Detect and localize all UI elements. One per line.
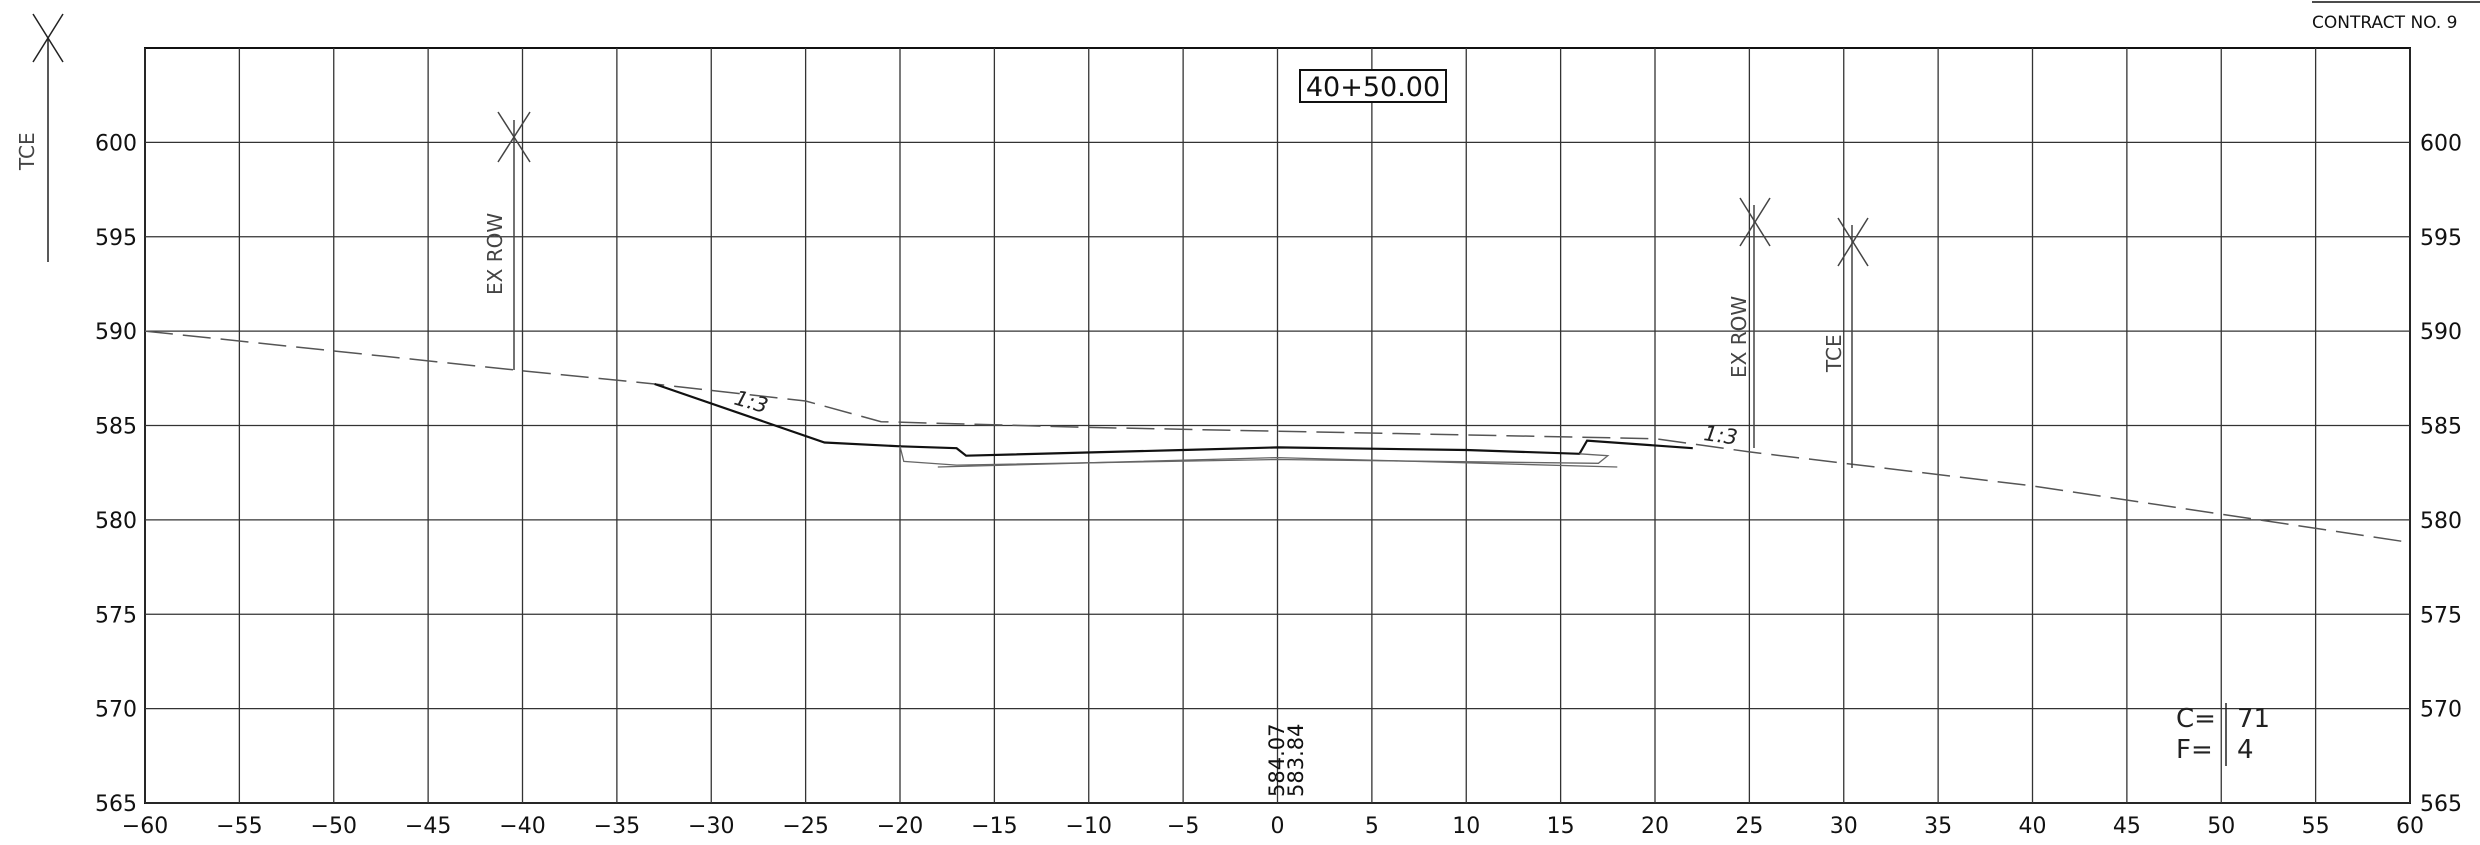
y-tick-label-right: 565: [2420, 792, 2462, 817]
x-tick-label: 20: [1641, 814, 1669, 839]
x-tick-label: 45: [2113, 814, 2141, 839]
y-tick-label-right: 585: [2420, 415, 2462, 440]
x-tick-label: −60: [122, 814, 168, 839]
x-tick-label: 60: [2396, 814, 2424, 839]
fill-label: F=: [2176, 735, 2213, 765]
x-tick-label: −55: [216, 814, 262, 839]
profile-line-solid-thin: [937, 456, 1618, 468]
x-tick-label: 25: [1735, 814, 1763, 839]
y-tick-label-left: 565: [95, 792, 137, 817]
cut-label: C=: [2176, 704, 2216, 734]
contract-number: CONTRACT NO. 9: [2312, 13, 2458, 33]
y-tick-label-right: 580: [2420, 509, 2462, 534]
tce-right-marker: TCE: [1822, 217, 1869, 468]
y-tick-label-left: 595: [95, 226, 137, 251]
elevation-proposed: 583.84: [1284, 724, 1308, 797]
x-tick-label: 35: [1924, 814, 1952, 839]
x-tick-label: 5: [1365, 814, 1379, 839]
profile-lines: [144, 330, 2411, 544]
profile-line-solid: [654, 382, 1693, 457]
y-tick-label-right: 570: [2420, 698, 2462, 723]
y-tick-label-right: 575: [2420, 603, 2462, 628]
x-tick-label: −5: [1167, 814, 1199, 839]
y-tick-label-left: 590: [95, 320, 137, 345]
tce-margin-label: TCE: [15, 132, 39, 171]
fill-value: 4: [2237, 735, 2254, 765]
station-label: 40+50.00: [1306, 72, 1440, 103]
x-tick-label: −10: [1066, 814, 1112, 839]
ex-row-left-marker: EX ROW: [483, 111, 531, 370]
y-tick-label-right: 600: [2420, 131, 2462, 156]
x-tick-label: −40: [499, 814, 545, 839]
x-tick-label: −35: [594, 814, 640, 839]
x-tick-label: −30: [688, 814, 734, 839]
x-tick-label: −50: [311, 814, 357, 839]
x-tick-label: 55: [2302, 814, 2330, 839]
y-axis-right-tick-labels: 565 570 575 580 585 590 595 600: [2420, 131, 2462, 817]
x-tick-label: 50: [2207, 814, 2235, 839]
station-box: 40+50.00: [1299, 69, 1447, 103]
y-axis-left-tick-labels: 565 570 575 580 585 590 595 600: [95, 131, 137, 817]
ex-row-right-label: EX ROW: [1727, 296, 1751, 378]
slope-label-right: 1:3: [1702, 421, 1739, 449]
x-tick-label: −15: [971, 814, 1017, 839]
x-tick-label: −25: [782, 814, 828, 839]
x-tick-label: −20: [877, 814, 923, 839]
x-tick-label: 0: [1271, 814, 1285, 839]
x-tick-label: 10: [1452, 814, 1480, 839]
y-tick-label-left: 600: [95, 131, 137, 156]
y-tick-label-left: 575: [95, 603, 137, 628]
x-axis-tick-labels: −60 −55 −50 −45 −40 −35 −30 −25 −20 −15 −10 −5 0 5 10 1…: [122, 814, 2424, 839]
cut-value: 71: [2237, 704, 2270, 734]
y-tick-label-left: 580: [95, 509, 137, 534]
x-tick-label: −45: [405, 814, 451, 839]
ex-row-right-marker: EX ROW: [1727, 197, 1771, 448]
grid-lines: [144, 48, 2411, 804]
x-tick-label: 40: [2019, 814, 2047, 839]
x-tick-label: 30: [1830, 814, 1858, 839]
y-tick-label-right: 590: [2420, 320, 2462, 345]
y-tick-label-right: 595: [2420, 226, 2462, 251]
y-tick-label-left: 570: [95, 698, 137, 723]
profile-line-solid-thin: [899, 446, 1610, 466]
elevation-existing: 584.07: [1265, 724, 1289, 797]
contract-block: CONTRACT NO. 9: [2312, 1, 2480, 33]
ex-row-left-label: EX ROW: [483, 213, 507, 295]
y-tick-label-left: 585: [95, 415, 137, 440]
left-margin-indicator: TCE: [15, 13, 64, 262]
tce-right-label: TCE: [1822, 334, 1846, 373]
x-tick-label: 15: [1547, 814, 1575, 839]
cut-fill-block: C= 71 F= 4: [2176, 703, 2270, 766]
